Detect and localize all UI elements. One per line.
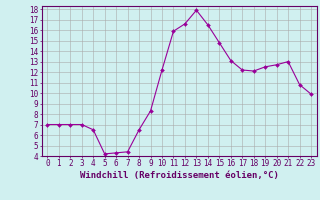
X-axis label: Windchill (Refroidissement éolien,°C): Windchill (Refroidissement éolien,°C) bbox=[80, 171, 279, 180]
